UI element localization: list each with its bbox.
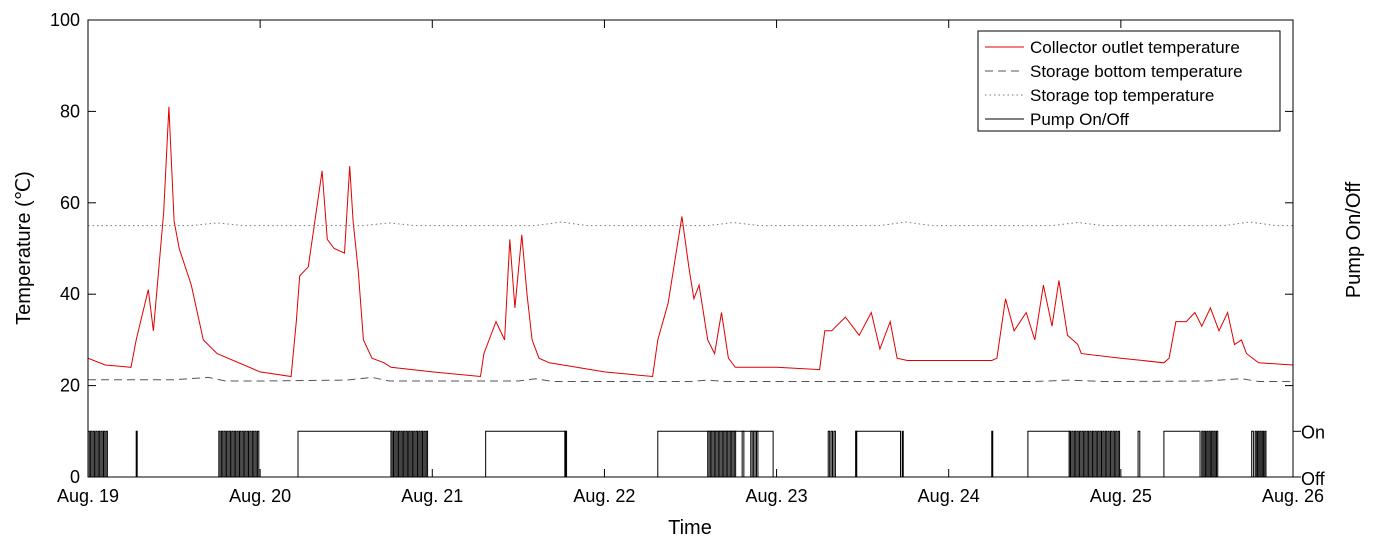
plot-frame bbox=[87, 19, 1294, 478]
pump-on-interval-1 bbox=[485, 430, 568, 477]
pump-cycling-8 bbox=[827, 430, 837, 477]
pump-cycling-16 bbox=[1254, 430, 1268, 477]
pump-cycling-3 bbox=[390, 430, 429, 477]
legend-label-2: Storage top temperature bbox=[1030, 86, 1214, 105]
pump-cycling-11 bbox=[991, 430, 994, 477]
legend-box bbox=[977, 30, 1281, 132]
pump-cycling-0 bbox=[88, 430, 109, 477]
pump-cycling-2 bbox=[218, 430, 261, 477]
pump-on-interval-4 bbox=[1027, 430, 1070, 477]
x-tick-label-6: Aug. 25 bbox=[1090, 486, 1152, 506]
x-axis-title: Time bbox=[668, 517, 712, 538]
pump-on-interval-0 bbox=[297, 430, 392, 477]
x-tick-label-0: Aug. 19 bbox=[57, 486, 119, 506]
pump-cycling-4 bbox=[564, 430, 567, 477]
x-tick-label-4: Aug. 23 bbox=[746, 486, 808, 506]
legend: Collector outlet temperature Storage bott… bbox=[977, 30, 1281, 132]
x-tick-label-2: Aug. 21 bbox=[401, 486, 463, 506]
pump-cycling-14 bbox=[1201, 430, 1219, 477]
y2-axis: Off On bbox=[1293, 422, 1326, 489]
x-tick-label-1: Aug. 20 bbox=[229, 486, 291, 506]
y-tick-label-0: 0 bbox=[70, 467, 80, 487]
series-line-2 bbox=[88, 221, 1293, 227]
x-axis: Aug. 19 Aug. 20 Aug. 21 Aug. 22 Aug. 23 Aug. … bbox=[57, 20, 1324, 506]
x-tick-label-7: Aug. 26 bbox=[1262, 486, 1324, 506]
pump-cycling-7 bbox=[750, 430, 760, 477]
y-tick-label-1: 20 bbox=[60, 376, 80, 396]
y-tick-label-2: 40 bbox=[60, 284, 80, 304]
pump-cycling-5 bbox=[707, 430, 737, 477]
pump-cycling-15 bbox=[1251, 430, 1256, 477]
y-tick-label-5: 100 bbox=[50, 10, 80, 30]
x-tick-label-5: Aug. 24 bbox=[918, 486, 980, 506]
y2-tick-label-1: On bbox=[1301, 422, 1325, 442]
y-axis: 0 20 40 60 80 100 bbox=[50, 10, 1293, 487]
pump-layer bbox=[88, 430, 1268, 477]
y2-tick-label-0: Off bbox=[1301, 469, 1326, 489]
pump-cycling-12 bbox=[1068, 430, 1121, 477]
y2-axis-title: Pump On/Off bbox=[1343, 181, 1365, 298]
series-line-0 bbox=[88, 106, 1293, 378]
pump-cycling-13 bbox=[1137, 430, 1142, 477]
pump-on-interval-5 bbox=[1163, 430, 1201, 477]
legend-label-0: Collector outlet temperature bbox=[1030, 38, 1240, 57]
series-line-1 bbox=[88, 376, 1293, 382]
y-tick-label-3: 60 bbox=[60, 193, 80, 213]
legend-label-3: Pump On/Off bbox=[1030, 110, 1129, 129]
pump-cycling-1 bbox=[135, 430, 139, 477]
y-tick-label-4: 80 bbox=[60, 101, 80, 121]
pump-cycling-10 bbox=[901, 430, 905, 477]
pump-cycling-6 bbox=[741, 430, 746, 477]
pump-cycling-9 bbox=[855, 430, 858, 477]
x-tick-label-3: Aug. 22 bbox=[573, 486, 635, 506]
series-layer bbox=[88, 106, 1293, 382]
pump-on-interval-3 bbox=[855, 430, 902, 477]
y-axis-title: Temperature (℃) bbox=[13, 171, 35, 325]
legend-label-1: Storage bottom temperature bbox=[1030, 62, 1243, 81]
